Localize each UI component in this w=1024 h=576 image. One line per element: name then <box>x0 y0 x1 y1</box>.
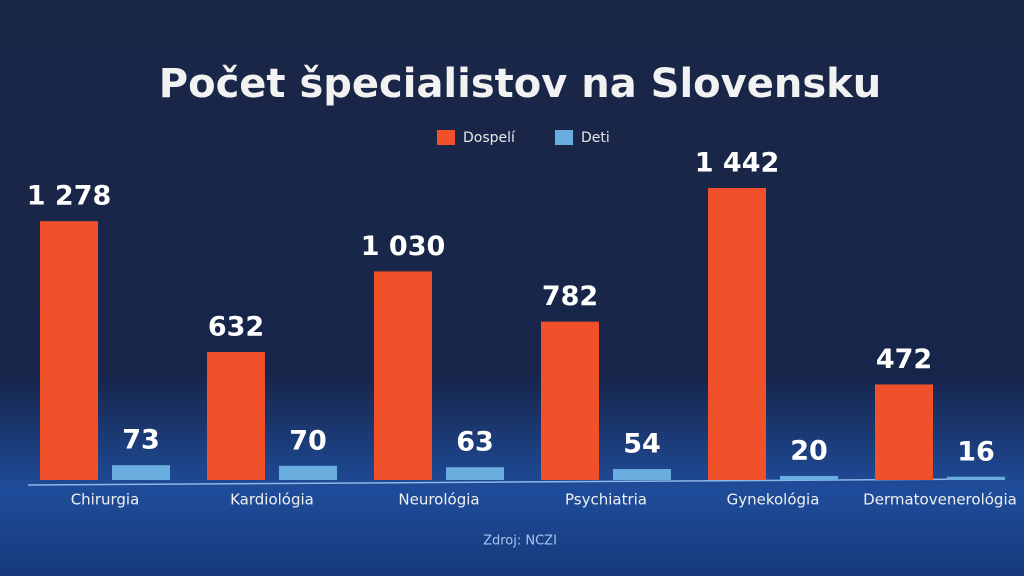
category-label: Kardiológia <box>230 491 314 509</box>
value-label: 16 <box>957 436 995 467</box>
bar <box>541 321 599 480</box>
value-label: 63 <box>456 427 494 458</box>
legend-swatch <box>437 130 455 145</box>
legend-label: Dospelí <box>463 130 516 146</box>
value-label: 54 <box>623 429 661 460</box>
chart-title: Počet špecialistov na Slovensku <box>159 61 881 107</box>
value-label: 1 030 <box>361 231 446 262</box>
category-label: Chirurgia <box>71 491 140 509</box>
value-label: 70 <box>289 425 327 456</box>
bar <box>613 469 671 480</box>
category-label: Neurológia <box>398 491 479 509</box>
value-label: 1 442 <box>695 148 780 179</box>
legend-label: Deti <box>581 130 610 146</box>
value-label: 20 <box>790 435 828 466</box>
bar <box>40 221 98 481</box>
value-label: 1 278 <box>27 181 112 212</box>
bar <box>947 476 1005 480</box>
value-label: 472 <box>876 344 932 375</box>
bar <box>207 352 265 480</box>
category-label: Dermatovenerológia <box>863 491 1017 509</box>
value-label: 73 <box>122 425 160 456</box>
value-label: 632 <box>208 312 264 343</box>
bar <box>875 384 933 480</box>
bar <box>780 475 838 480</box>
bar <box>708 188 766 480</box>
bar <box>446 467 504 480</box>
bar <box>279 465 337 480</box>
bar <box>374 271 432 480</box>
legend-swatch <box>555 130 573 145</box>
category-label: Psychiatria <box>565 491 647 509</box>
category-label: Gynekológia <box>727 491 820 509</box>
bar <box>112 465 170 480</box>
value-label: 782 <box>542 281 598 312</box>
source: Zdroj: NCZI <box>483 534 557 549</box>
